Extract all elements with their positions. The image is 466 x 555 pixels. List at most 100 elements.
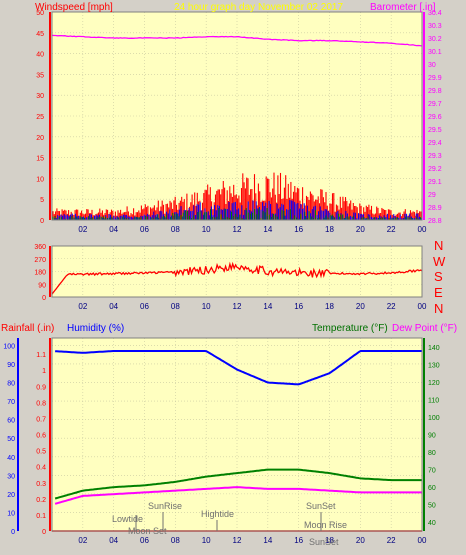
barometer-tick-label: 29 xyxy=(428,192,436,199)
direction-tick-label: 90 xyxy=(38,282,46,289)
direction-plot-area xyxy=(52,246,422,297)
annotation-sunset: SunSet xyxy=(306,501,336,511)
barometer-tick-label: 29.7 xyxy=(428,101,442,108)
wind-y-tick-label: 35 xyxy=(36,72,44,79)
x-tick-label: 20 xyxy=(356,302,365,311)
wind-y-tick-label: 45 xyxy=(36,31,44,38)
rainfall-tick-label: 0.4 xyxy=(36,465,46,472)
barometer-tick-label: 30.3 xyxy=(428,23,442,30)
temperature-axis-label: Temperature (°F) xyxy=(312,323,388,334)
x-tick-label: 00 xyxy=(418,225,427,234)
temperature-tick-label: 120 xyxy=(428,380,440,387)
annotation-sunrise: SunRise xyxy=(148,501,182,511)
humidity-tick-label: 90 xyxy=(7,362,15,369)
wind-direction-line xyxy=(51,261,423,295)
x-tick-label: 16 xyxy=(294,302,303,311)
humidity-tick-label: 0 xyxy=(11,529,15,536)
annotation-sunset-2: SunSet xyxy=(309,537,339,547)
humidity-tick-label: 20 xyxy=(7,492,15,499)
humidity-tick-label: 40 xyxy=(7,455,15,462)
chart-title: 24 hour graph day November 02 2017 xyxy=(174,2,343,13)
wind-y-tick-label: 10 xyxy=(36,176,44,183)
wind-y-tick-label: 20 xyxy=(36,135,44,142)
humidity-tick-label: 30 xyxy=(7,473,15,480)
direction-tick-label: 0 xyxy=(42,295,46,302)
x-tick-label: 14 xyxy=(263,302,272,311)
x-tick-label: 22 xyxy=(387,536,396,545)
barometer-tick-label: 30.2 xyxy=(428,36,442,43)
x-tick-label: 00 xyxy=(418,302,427,311)
x-tick-label: 06 xyxy=(140,225,149,234)
x-tick-label: 04 xyxy=(109,536,118,545)
compass-label-n2: N xyxy=(434,301,443,316)
temperature-tick-label: 60 xyxy=(428,485,436,492)
barometer-tick-label: 29.4 xyxy=(428,140,442,147)
annotation-moonrise: Moon Rise xyxy=(304,520,347,530)
barometer-tick-label: 29.2 xyxy=(428,166,442,173)
wind-y-tick-label: 5 xyxy=(40,197,44,204)
rainfall-tick-label: 0.9 xyxy=(36,384,46,391)
temperature-tick-label: 70 xyxy=(428,468,436,475)
x-tick-label: 08 xyxy=(171,536,180,545)
barometer-tick-label: 28.9 xyxy=(428,205,442,212)
rain-axis-label: Rainfall (.in) xyxy=(1,323,54,334)
dewpoint-line xyxy=(54,486,422,505)
direction-tick-label: 180 xyxy=(34,270,46,277)
x-tick-label: 12 xyxy=(233,302,242,311)
x-tick-label: 10 xyxy=(202,225,211,234)
wind-y-tick-label: 15 xyxy=(36,156,44,163)
x-tick-label: 22 xyxy=(387,225,396,234)
direction-tick-label: 270 xyxy=(34,257,46,264)
x-tick-label: 14 xyxy=(263,225,272,234)
barometer-tick-label: 28.8 xyxy=(428,218,442,225)
x-tick-label: 12 xyxy=(233,225,242,234)
temperature-tick-label: 100 xyxy=(428,415,440,422)
rainfall-tick-label: 1 xyxy=(42,368,46,375)
annotation-hightide: Hightide xyxy=(201,509,234,519)
x-tick-label: 16 xyxy=(294,536,303,545)
temperature-tick-label: 140 xyxy=(428,345,440,352)
plot-border xyxy=(51,11,423,221)
barometer-axis-label: Barometer [.in] xyxy=(370,2,436,13)
compass-label-n1: N xyxy=(434,238,443,253)
rainfall-tick-label: 0.5 xyxy=(36,449,46,456)
wind-y-tick-label: 30 xyxy=(36,93,44,100)
rainfall-tick-label: 0.2 xyxy=(36,497,46,504)
humidity-tick-label: 80 xyxy=(7,381,15,388)
x-tick-label: 18 xyxy=(325,225,334,234)
x-tick-label: 18 xyxy=(325,302,334,311)
temperature-tick-label: 50 xyxy=(428,503,436,510)
x-tick-label: 08 xyxy=(171,225,180,234)
barometer-tick-label: 29.8 xyxy=(428,88,442,95)
barometer-line xyxy=(51,34,423,47)
compass-label-e: E xyxy=(434,285,443,300)
wind-plot-area xyxy=(52,12,422,220)
humidity-tick-label: 100 xyxy=(3,343,15,350)
x-tick-label: 02 xyxy=(78,536,87,545)
x-tick-label: 02 xyxy=(78,302,87,311)
rainfall-tick-label: 1.1 xyxy=(36,352,46,359)
humidity-line xyxy=(55,350,422,386)
x-tick-label: 22 xyxy=(387,302,396,311)
temperature-tick-label: 90 xyxy=(428,433,436,440)
x-tick-label: 04 xyxy=(109,225,118,234)
x-tick-label: 06 xyxy=(140,536,149,545)
temperature-tick-label: 40 xyxy=(428,520,436,527)
rainfall-tick-label: 0.3 xyxy=(36,481,46,488)
x-tick-label: 06 xyxy=(140,302,149,311)
x-tick-label: 04 xyxy=(109,302,118,311)
x-tick-label: 12 xyxy=(233,536,242,545)
barometer-tick-label: 30.4 xyxy=(428,10,442,17)
temperature-tick-label: 110 xyxy=(428,397,439,404)
barometer-tick-label: 30 xyxy=(428,62,436,69)
rainfall-tick-label: 0.1 xyxy=(36,513,46,520)
wind-y-tick-label: 25 xyxy=(36,114,44,121)
humidity-tick-label: 70 xyxy=(7,399,15,406)
barometer-tick-label: 29.5 xyxy=(428,127,442,134)
wind-y-tick-label: 40 xyxy=(36,52,44,59)
plot-border xyxy=(51,337,423,532)
barometer-tick-label: 29.1 xyxy=(428,179,442,186)
compass-label-w: W xyxy=(433,254,446,269)
dewpoint-axis-label: Dew Point (°F) xyxy=(392,323,457,334)
humidity-tick-label: 10 xyxy=(7,510,15,517)
